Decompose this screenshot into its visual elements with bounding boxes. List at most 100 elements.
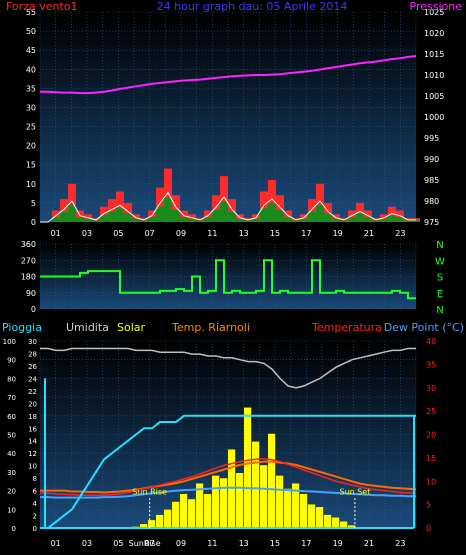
wind-avg-bar	[300, 218, 308, 222]
temp-tick-label: 30	[426, 384, 436, 393]
sunrise-axis-label: SunRise	[129, 539, 161, 548]
wind-bar	[396, 210, 404, 222]
right-tick-label: 990	[424, 155, 439, 164]
x-tick-label: 05	[113, 539, 123, 548]
wind-avg-bar	[412, 220, 420, 222]
wind-bar	[308, 199, 316, 222]
right-tick-label: 995	[424, 134, 439, 143]
wind-avg-bar	[196, 220, 204, 222]
wind-bar	[220, 176, 228, 222]
solar-bar	[300, 493, 308, 528]
humidity-tick-label: 20	[7, 488, 16, 496]
sunrise-label: Sun Rise	[132, 487, 167, 496]
solar-bar	[172, 501, 180, 528]
legend-dew-point: Dew Point (°C)	[384, 321, 464, 334]
wind-bar	[108, 199, 116, 222]
humidity-tick-label: 60	[7, 413, 16, 421]
compass-letter: E	[437, 289, 443, 300]
wind-avg-bar	[220, 201, 228, 222]
rain-tick-label: 22	[28, 388, 37, 396]
wind-avg-bar	[60, 211, 68, 222]
wind-avg-bar	[52, 216, 60, 222]
dir-tick-label: 90	[26, 289, 36, 298]
x-tick-label: 09	[176, 229, 186, 238]
wind-bar	[324, 202, 332, 222]
left-tick-label: 25	[26, 123, 36, 132]
x-tick-label: 05	[113, 229, 123, 238]
x-tick-label: 13	[239, 539, 249, 548]
wind-avg-bar	[308, 211, 316, 222]
wind-avg-bar	[132, 218, 140, 222]
temp-tick-label: 40	[426, 337, 436, 346]
solar-bar	[348, 525, 356, 528]
wind-bar	[268, 180, 276, 222]
solar-bar	[220, 478, 228, 528]
wind-bar	[100, 206, 108, 222]
x-tick-label: 19	[333, 229, 343, 238]
wind-avg-bar	[388, 215, 396, 222]
wind-avg-bar	[148, 216, 156, 222]
bottom-chart-marks: Sun Rise Sun Set	[39, 347, 417, 529]
wind-bar	[148, 210, 156, 222]
x-tick-label: 03	[82, 539, 92, 548]
rain-tick-label: 10	[28, 463, 37, 471]
right-tick-label: 985	[424, 176, 439, 185]
x-tick-label: 15	[270, 539, 280, 548]
wind-bar	[156, 187, 164, 222]
mid-chart-marks	[40, 259, 416, 300]
humidity-tick-label: 90	[7, 357, 16, 365]
x-tick-label: 07	[145, 229, 155, 238]
left-tick-label: 20	[26, 142, 36, 151]
wind-bar	[284, 210, 292, 222]
wind-avg-bar	[404, 220, 412, 222]
wind-avg-bar	[244, 220, 252, 222]
x-tick-label: 09	[176, 539, 186, 548]
wind-avg-bar	[172, 209, 180, 222]
wind-avg-bar	[348, 216, 356, 222]
x-tick-label: 11	[207, 539, 217, 548]
wind-avg-bar	[252, 218, 260, 222]
rain-tick-label: 4	[33, 500, 38, 508]
pressure-axis-label: Pressione	[410, 0, 463, 13]
left-tick-label: 5	[31, 199, 36, 208]
wind-bar	[260, 191, 268, 222]
left-tick-label: 15	[26, 161, 36, 170]
wind-direction-line	[40, 259, 416, 300]
right-tick-label: 1010	[424, 71, 444, 80]
humidity-tick-label: 10	[7, 506, 16, 514]
left-tick-label: 50	[26, 27, 36, 36]
solar-bar	[180, 493, 188, 528]
solar-bar	[212, 475, 220, 528]
rain-tick-label: 24	[28, 375, 37, 383]
x-tick-label: 03	[82, 229, 92, 238]
wind-avg-bar	[204, 216, 212, 222]
humidity-tick-label: 100	[3, 338, 16, 346]
solar-bar	[268, 433, 276, 528]
solar-bar	[332, 517, 340, 528]
x-tick-label: 21	[364, 229, 374, 238]
dir-tick-label: 270	[21, 256, 36, 265]
wind-avg-bar	[140, 220, 148, 222]
sunset-label: Sun Set	[339, 487, 370, 496]
wind-bar	[116, 191, 124, 222]
x-tick-label: 13	[239, 229, 249, 238]
wind-bar	[356, 202, 364, 222]
solar-bar	[196, 483, 204, 528]
wind-avg-bar	[268, 203, 276, 222]
right-tick-label: 1015	[424, 50, 444, 59]
wind-avg-bar	[356, 213, 364, 222]
wind-avg-bar	[108, 211, 116, 222]
wind-avg-bar	[284, 216, 292, 222]
temp-tick-label: 5	[426, 501, 431, 510]
right-tick-label: 975	[424, 218, 439, 227]
wind-bar	[68, 183, 76, 222]
wind-bar	[364, 210, 372, 222]
wind-avg-bar	[292, 220, 300, 222]
left-tick-label: 55	[26, 8, 36, 17]
temp-tick-label: 0	[426, 524, 431, 533]
solar-bar	[148, 520, 156, 528]
wind-bar	[172, 195, 180, 222]
legend-umidita: Umidita	[66, 321, 109, 334]
wind-avg-bar	[100, 215, 108, 222]
